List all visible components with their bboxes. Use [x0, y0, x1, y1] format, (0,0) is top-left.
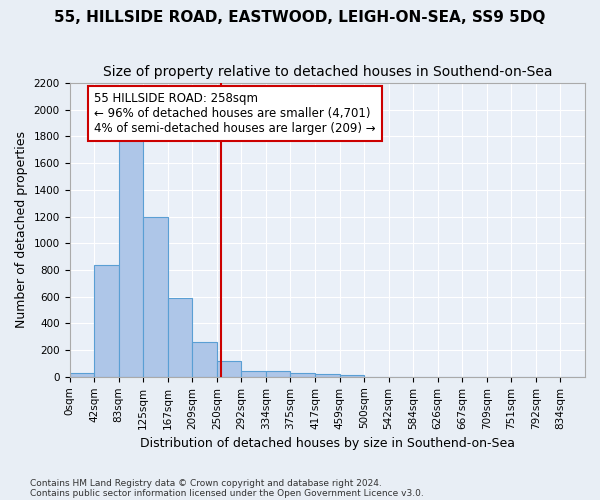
- Bar: [70, 374, 94, 377]
- Y-axis label: Number of detached properties: Number of detached properties: [15, 132, 28, 328]
- Text: Contains HM Land Registry data © Crown copyright and database right 2024.: Contains HM Land Registry data © Crown c…: [30, 478, 382, 488]
- Bar: [340, 376, 364, 377]
- Text: 55, HILLSIDE ROAD, EASTWOOD, LEIGH-ON-SEA, SS9 5DQ: 55, HILLSIDE ROAD, EASTWOOD, LEIGH-ON-SE…: [55, 10, 545, 25]
- Bar: [143, 216, 168, 377]
- Title: Size of property relative to detached houses in Southend-on-Sea: Size of property relative to detached ho…: [103, 65, 552, 79]
- X-axis label: Distribution of detached houses by size in Southend-on-Sea: Distribution of detached houses by size …: [140, 437, 515, 450]
- Bar: [217, 361, 241, 377]
- Bar: [315, 374, 340, 377]
- Text: 55 HILLSIDE ROAD: 258sqm
← 96% of detached houses are smaller (4,701)
4% of semi: 55 HILLSIDE ROAD: 258sqm ← 96% of detach…: [94, 92, 376, 136]
- Bar: [290, 373, 315, 377]
- Bar: [241, 371, 266, 377]
- Bar: [119, 136, 143, 377]
- Bar: [94, 264, 119, 377]
- Bar: [168, 298, 192, 377]
- Bar: [192, 342, 217, 377]
- Text: Contains public sector information licensed under the Open Government Licence v3: Contains public sector information licen…: [30, 488, 424, 498]
- Bar: [266, 371, 290, 377]
